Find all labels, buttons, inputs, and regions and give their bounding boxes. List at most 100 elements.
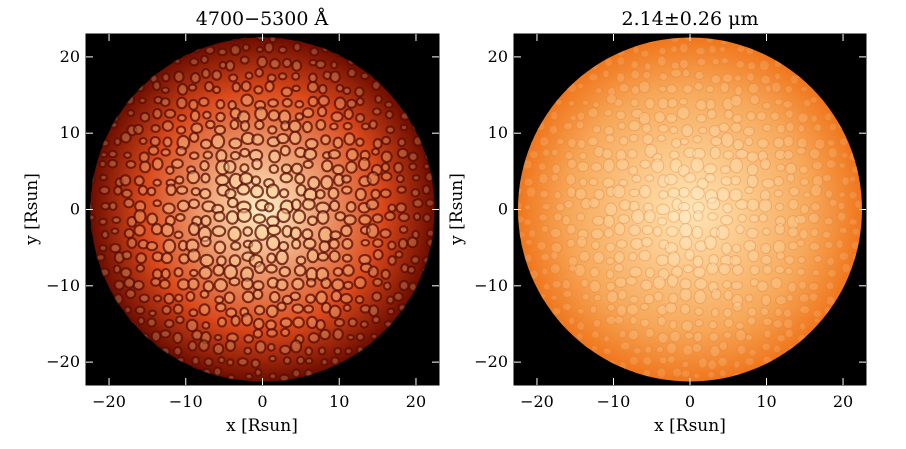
granule [412,198,424,209]
granule [319,328,331,341]
granule [617,289,628,301]
granule [835,239,844,249]
granule [555,202,565,212]
y-tick-label: 20 [488,47,508,66]
granule [425,228,436,238]
granule [734,85,744,97]
granule [722,203,733,214]
granule [241,290,255,304]
granule [306,248,320,264]
granule [205,119,216,130]
granule [303,304,315,314]
granule [848,218,858,226]
granule [632,45,640,55]
granule [371,291,383,302]
granule [344,347,353,356]
granule [704,173,716,183]
granule [109,242,122,254]
granule [333,346,343,356]
granule [770,277,783,290]
granule [372,277,383,287]
panel-title: 2.14±0.26 μm [622,8,759,30]
granule [772,319,784,329]
granule [549,263,561,275]
x-tick-label: −10 [169,392,203,411]
granule [788,186,800,197]
granule [787,226,799,238]
granule [678,186,690,198]
granule [240,80,252,93]
granule [591,330,600,339]
granule [150,124,161,133]
granule [823,217,834,226]
granule [198,266,213,280]
granule [320,134,332,146]
granule [244,372,254,381]
granule [315,319,326,331]
granule [746,227,759,239]
granule [372,138,383,150]
granule [722,150,734,160]
granule [174,293,184,303]
granule [346,334,355,341]
granule [230,241,242,251]
granule [667,98,678,109]
granule [681,320,694,332]
granule [211,225,227,238]
granule [123,305,132,315]
granule [387,203,397,213]
granule [824,189,834,199]
granule [371,107,382,116]
granule [614,277,627,288]
granule [268,372,278,381]
granule [148,309,157,317]
granule [746,151,759,163]
granule [631,174,642,183]
granule [265,235,281,252]
granule [629,316,638,326]
granule [692,135,703,144]
granule [613,263,625,273]
granule [625,276,638,286]
granule [333,317,346,328]
granule [249,184,265,199]
granule [679,278,692,291]
granule [718,340,728,351]
granule [656,203,670,216]
granule [760,307,769,317]
granule [399,123,409,132]
granule [280,86,293,98]
granule [576,236,588,248]
granule [217,356,226,365]
granule [550,242,563,254]
y-tick-label: 10 [60,123,80,142]
granule [795,146,807,155]
granule [139,111,151,123]
granule [602,69,610,79]
granule [628,266,643,278]
granule [603,228,614,239]
granule [736,344,747,355]
granule [335,83,345,93]
granule [775,215,786,227]
granule [263,41,275,54]
granule [748,348,757,357]
granule [720,132,734,148]
granule [170,158,184,170]
y-axis: −20 −10 0 10 20 [46,47,439,371]
granule [525,239,533,246]
granule [226,358,235,367]
granule [563,122,573,131]
granule [603,335,611,343]
granule [280,327,291,338]
granulation-pattern [89,36,436,383]
granule [541,267,549,276]
granule [657,332,669,344]
granule [355,97,365,107]
granule [665,113,678,124]
granule [187,83,198,92]
granule [240,312,254,327]
granule [316,251,330,262]
granule [710,74,722,85]
granule [123,151,132,159]
